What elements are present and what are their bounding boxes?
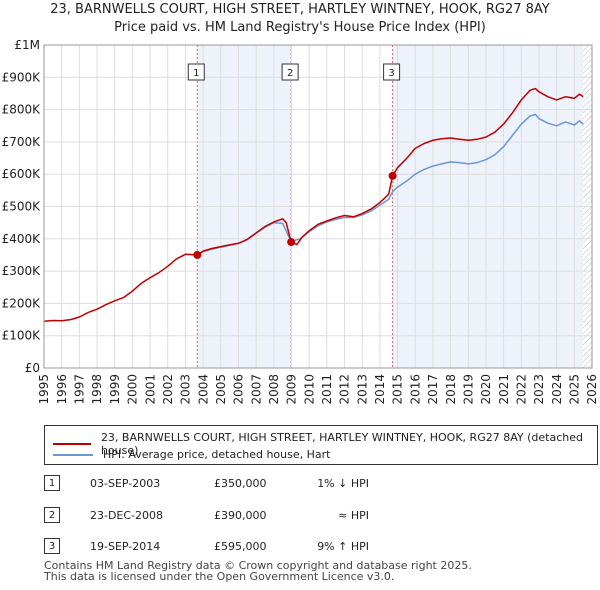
y-tick-label: £200K bbox=[2, 296, 42, 310]
transaction-badge: 3 bbox=[44, 538, 60, 554]
sale-point bbox=[193, 250, 202, 259]
x-tick-label: 2006 bbox=[232, 374, 246, 405]
x-tick-label: 2026 bbox=[585, 374, 599, 405]
transaction-hpi-comparison: 9% ↑ HPI bbox=[317, 540, 369, 553]
transaction-row-3: 3 19-SEP-2014 £595,000 9% ↑ HPI bbox=[44, 538, 600, 558]
legend-swatch-hpi bbox=[53, 453, 93, 456]
x-tick-label: 2019 bbox=[461, 374, 475, 405]
footer-license: This data is licensed under the Open Gov… bbox=[44, 570, 395, 583]
x-tick-label: 2001 bbox=[143, 374, 157, 405]
transaction-price: £350,000 bbox=[214, 477, 267, 490]
sale-point bbox=[388, 171, 397, 180]
sale-label-box bbox=[383, 63, 401, 81]
transaction-price: £390,000 bbox=[214, 509, 267, 522]
x-tick-label: 1997 bbox=[73, 374, 87, 405]
y-tick-label: £0 bbox=[25, 361, 40, 375]
x-tick-label: 2007 bbox=[249, 374, 263, 405]
sale-point bbox=[287, 238, 296, 247]
legend-label-property: 23, BARNWELLS COURT, HIGH STREET, HARTLE… bbox=[100, 431, 583, 457]
x-tick-label: 2008 bbox=[267, 374, 281, 405]
x-tick-label: 2004 bbox=[196, 374, 210, 405]
transaction-date: 03-SEP-2003 bbox=[90, 477, 161, 490]
transaction-date: 19-SEP-2014 bbox=[90, 540, 161, 553]
x-tick-label: 2012 bbox=[338, 374, 352, 405]
sale-label-number: 1 bbox=[193, 68, 199, 79]
legend-swatch-property bbox=[53, 443, 91, 445]
plot-border bbox=[43, 44, 593, 369]
x-tick-label: 2005 bbox=[214, 374, 228, 405]
x-tick-label: 2002 bbox=[161, 374, 175, 405]
x-tick-label: 2010 bbox=[302, 374, 316, 405]
sale-label-box bbox=[281, 63, 299, 81]
transaction-badge: 2 bbox=[44, 507, 60, 523]
y-tick-label: £1M bbox=[14, 38, 40, 52]
property-series-line bbox=[43, 87, 584, 322]
x-tick-label: 2018 bbox=[444, 374, 458, 405]
x-tick-label: 2011 bbox=[320, 374, 334, 405]
chart-title: 23, BARNWELLS COURT, HIGH STREET, HARTLE… bbox=[50, 2, 550, 17]
x-tick-label: 2009 bbox=[285, 374, 299, 405]
x-tick-label: 2025 bbox=[568, 374, 582, 405]
x-tick-label: 2016 bbox=[408, 374, 422, 405]
transaction-date: 23-DEC-2008 bbox=[90, 509, 164, 522]
sale-label-number: 3 bbox=[388, 68, 394, 79]
y-tick-label: £500K bbox=[2, 200, 42, 214]
x-tick-label: 2021 bbox=[497, 374, 511, 405]
transaction-price: £595,000 bbox=[214, 540, 267, 553]
y-tick-label: £100K bbox=[2, 329, 42, 343]
x-tick-label: 2015 bbox=[391, 374, 405, 405]
price-chart: 1 2 3 £0 £100K £200K £300K £400K £500K £600K £700… bbox=[2, 38, 600, 405]
transaction-row-2: 2 23-DEC-2008 £390,000 ≈ HPI bbox=[44, 507, 600, 527]
y-tick-label: £700K bbox=[2, 135, 42, 149]
legend-item-property: 23, BARNWELLS COURT, HIGH STREET, HARTLE… bbox=[53, 431, 597, 457]
footer-copyright: Contains HM Land Registry data © Crown c… bbox=[44, 559, 472, 572]
x-tick-label: 2017 bbox=[426, 374, 440, 405]
x-tick-label: 2014 bbox=[373, 374, 387, 405]
footer-attribution: Contains HM Land Registry data © Crown c… bbox=[44, 560, 472, 582]
x-tick-label: 2023 bbox=[532, 374, 546, 405]
y-tick-label: £900K bbox=[2, 70, 42, 84]
x-tick-label: 1999 bbox=[108, 374, 122, 405]
sale-label-number: 2 bbox=[287, 68, 293, 79]
transaction-badge: 1 bbox=[44, 475, 60, 491]
transaction-hpi-comparison: ≈ HPI bbox=[338, 509, 369, 522]
sale-label-box bbox=[187, 63, 205, 81]
x-tick-label: 2020 bbox=[479, 374, 493, 405]
legend-item-hpi: HPI: Average price, detached house, Hart bbox=[53, 448, 330, 461]
x-tick-label: 2000 bbox=[126, 374, 140, 405]
y-tick-label: £800K bbox=[2, 103, 42, 117]
y-tick-label: £400K bbox=[2, 232, 42, 246]
x-tick-label: 1995 bbox=[37, 374, 51, 405]
legend: 23, BARNWELLS COURT, HIGH STREET, HARTLE… bbox=[44, 425, 598, 465]
x-tick-label: 2013 bbox=[355, 374, 369, 405]
transaction-row-1: 1 03-SEP-2003 £350,000 1% ↓ HPI bbox=[44, 475, 600, 495]
transaction-hpi-comparison: 1% ↓ HPI bbox=[317, 477, 369, 490]
y-tick-label: £300K bbox=[2, 264, 42, 278]
chart-subtitle: Price paid vs. HM Land Registry's House … bbox=[114, 20, 486, 35]
legend-label-hpi: HPI: Average price, detached house, Hart bbox=[103, 448, 331, 461]
x-tick-label: 2003 bbox=[179, 374, 193, 405]
x-tick-label: 1998 bbox=[90, 374, 104, 405]
x-tick-label: 2022 bbox=[514, 374, 528, 405]
x-tick-label: 2024 bbox=[550, 374, 564, 405]
y-tick-label: £600K bbox=[2, 167, 42, 181]
x-tick-label: 1996 bbox=[55, 374, 69, 405]
